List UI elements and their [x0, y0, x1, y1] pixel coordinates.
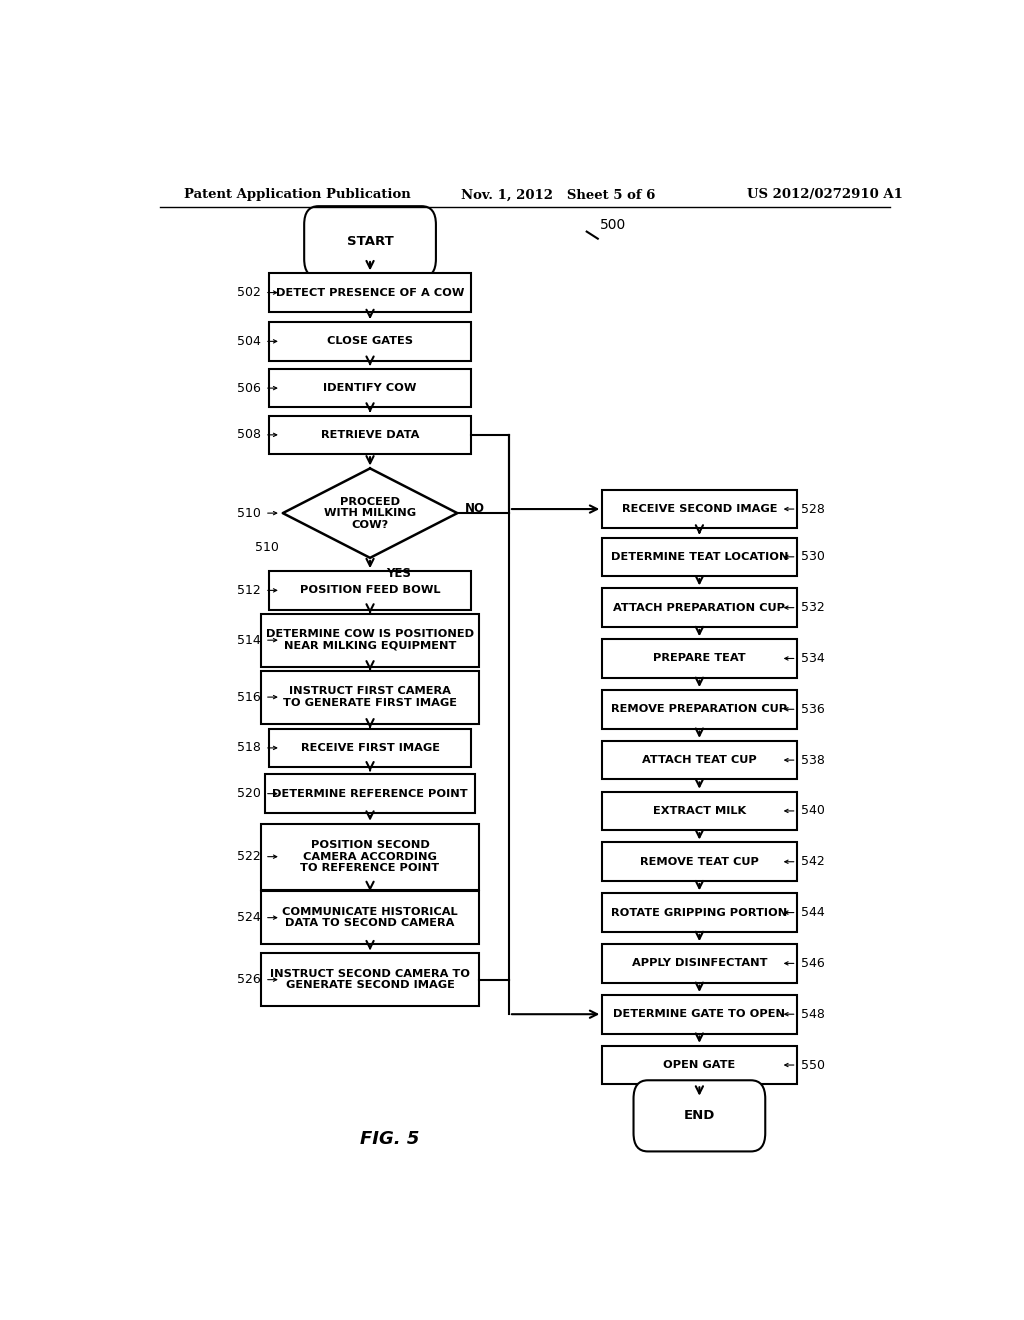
- Text: 526: 526: [238, 973, 261, 986]
- Text: DETERMINE REFERENCE POINT: DETERMINE REFERENCE POINT: [272, 788, 468, 799]
- Text: DETECT PRESENCE OF A COW: DETECT PRESENCE OF A COW: [275, 288, 464, 297]
- Text: YES: YES: [386, 566, 411, 579]
- Text: 510: 510: [237, 507, 261, 520]
- Text: NO: NO: [465, 502, 485, 515]
- Text: 546: 546: [801, 957, 824, 970]
- Text: RECEIVE FIRST IMAGE: RECEIVE FIRST IMAGE: [301, 743, 439, 752]
- Text: DETERMINE COW IS POSITIONED
NEAR MILKING EQUIPMENT: DETERMINE COW IS POSITIONED NEAR MILKING…: [266, 630, 474, 651]
- FancyBboxPatch shape: [269, 729, 471, 767]
- Text: 514: 514: [238, 634, 261, 647]
- Text: END: END: [684, 1109, 715, 1122]
- Text: COMMUNICATE HISTORICAL
DATA TO SECOND CAMERA: COMMUNICATE HISTORICAL DATA TO SECOND CA…: [283, 907, 458, 928]
- Text: POSITION FEED BOWL: POSITION FEED BOWL: [300, 585, 440, 595]
- FancyBboxPatch shape: [634, 1080, 765, 1151]
- FancyBboxPatch shape: [261, 953, 479, 1006]
- Text: ATTACH PREPARATION CUP: ATTACH PREPARATION CUP: [613, 603, 785, 612]
- Text: 500: 500: [600, 219, 627, 232]
- Text: 540: 540: [801, 804, 824, 817]
- FancyBboxPatch shape: [602, 589, 797, 627]
- FancyBboxPatch shape: [602, 1045, 797, 1084]
- FancyBboxPatch shape: [265, 775, 475, 813]
- Text: APPLY DISINFECTANT: APPLY DISINFECTANT: [632, 958, 767, 969]
- FancyBboxPatch shape: [602, 894, 797, 932]
- Text: POSITION SECOND
CAMERA ACCORDING
TO REFERENCE POINT: POSITION SECOND CAMERA ACCORDING TO REFE…: [300, 840, 439, 874]
- Text: 504: 504: [237, 335, 261, 348]
- FancyBboxPatch shape: [602, 639, 797, 677]
- Text: 516: 516: [238, 690, 261, 704]
- FancyBboxPatch shape: [261, 671, 479, 723]
- FancyBboxPatch shape: [602, 944, 797, 982]
- Text: CLOSE GATES: CLOSE GATES: [327, 337, 413, 346]
- Text: START: START: [347, 235, 393, 248]
- Text: EXTRACT MILK: EXTRACT MILK: [652, 807, 746, 816]
- Text: PROCEED
WITH MILKING
COW?: PROCEED WITH MILKING COW?: [324, 496, 416, 529]
- Text: OPEN GATE: OPEN GATE: [664, 1060, 735, 1071]
- Text: 532: 532: [801, 601, 824, 614]
- FancyBboxPatch shape: [602, 842, 797, 880]
- Text: INSTRUCT SECOND CAMERA TO
GENERATE SECOND IMAGE: INSTRUCT SECOND CAMERA TO GENERATE SECON…: [270, 969, 470, 990]
- Text: IDENTIFY COW: IDENTIFY COW: [324, 383, 417, 393]
- FancyBboxPatch shape: [602, 537, 797, 576]
- Text: ATTACH TEAT CUP: ATTACH TEAT CUP: [642, 755, 757, 766]
- FancyBboxPatch shape: [269, 416, 471, 454]
- Text: 528: 528: [801, 503, 824, 516]
- FancyBboxPatch shape: [269, 368, 471, 408]
- Text: 518: 518: [237, 742, 261, 755]
- FancyBboxPatch shape: [261, 891, 479, 944]
- Text: 520: 520: [237, 787, 261, 800]
- Text: 502: 502: [237, 286, 261, 300]
- Text: Nov. 1, 2012   Sheet 5 of 6: Nov. 1, 2012 Sheet 5 of 6: [461, 189, 655, 202]
- Text: 534: 534: [801, 652, 824, 665]
- Text: Patent Application Publication: Patent Application Publication: [183, 189, 411, 202]
- FancyBboxPatch shape: [269, 273, 471, 312]
- Text: 506: 506: [237, 381, 261, 395]
- Text: DETERMINE GATE TO OPEN: DETERMINE GATE TO OPEN: [613, 1010, 785, 1019]
- Text: 536: 536: [801, 702, 824, 715]
- Text: RECEIVE SECOND IMAGE: RECEIVE SECOND IMAGE: [622, 504, 777, 513]
- Text: RETRIEVE DATA: RETRIEVE DATA: [321, 430, 419, 440]
- Text: 508: 508: [237, 429, 261, 441]
- Text: 512: 512: [238, 583, 261, 597]
- Text: US 2012/0272910 A1: US 2012/0272910 A1: [748, 189, 903, 202]
- Text: 548: 548: [801, 1007, 824, 1020]
- Text: 510: 510: [255, 541, 279, 554]
- FancyBboxPatch shape: [602, 792, 797, 830]
- Text: 550: 550: [801, 1059, 824, 1072]
- Text: DETERMINE TEAT LOCATION: DETERMINE TEAT LOCATION: [610, 552, 788, 562]
- FancyBboxPatch shape: [269, 572, 471, 610]
- Text: 522: 522: [238, 850, 261, 863]
- Text: 530: 530: [801, 550, 824, 564]
- FancyBboxPatch shape: [602, 995, 797, 1034]
- FancyBboxPatch shape: [602, 690, 797, 729]
- Text: REMOVE PREPARATION CUP: REMOVE PREPARATION CUP: [611, 705, 787, 714]
- FancyBboxPatch shape: [269, 322, 471, 360]
- Text: ROTATE GRIPPING PORTION: ROTATE GRIPPING PORTION: [611, 908, 787, 917]
- Text: 544: 544: [801, 906, 824, 919]
- Text: 538: 538: [801, 754, 824, 767]
- FancyBboxPatch shape: [602, 741, 797, 779]
- Text: FIG. 5: FIG. 5: [360, 1130, 420, 1148]
- Polygon shape: [283, 469, 458, 558]
- FancyBboxPatch shape: [602, 490, 797, 528]
- Text: INSTRUCT FIRST CAMERA
TO GENERATE FIRST IMAGE: INSTRUCT FIRST CAMERA TO GENERATE FIRST …: [283, 686, 457, 708]
- FancyBboxPatch shape: [304, 206, 436, 277]
- Text: PREPARE TEAT: PREPARE TEAT: [653, 653, 745, 664]
- FancyBboxPatch shape: [261, 614, 479, 667]
- Text: 524: 524: [238, 911, 261, 924]
- Text: REMOVE TEAT CUP: REMOVE TEAT CUP: [640, 857, 759, 867]
- Text: 542: 542: [801, 855, 824, 869]
- FancyBboxPatch shape: [261, 824, 479, 890]
